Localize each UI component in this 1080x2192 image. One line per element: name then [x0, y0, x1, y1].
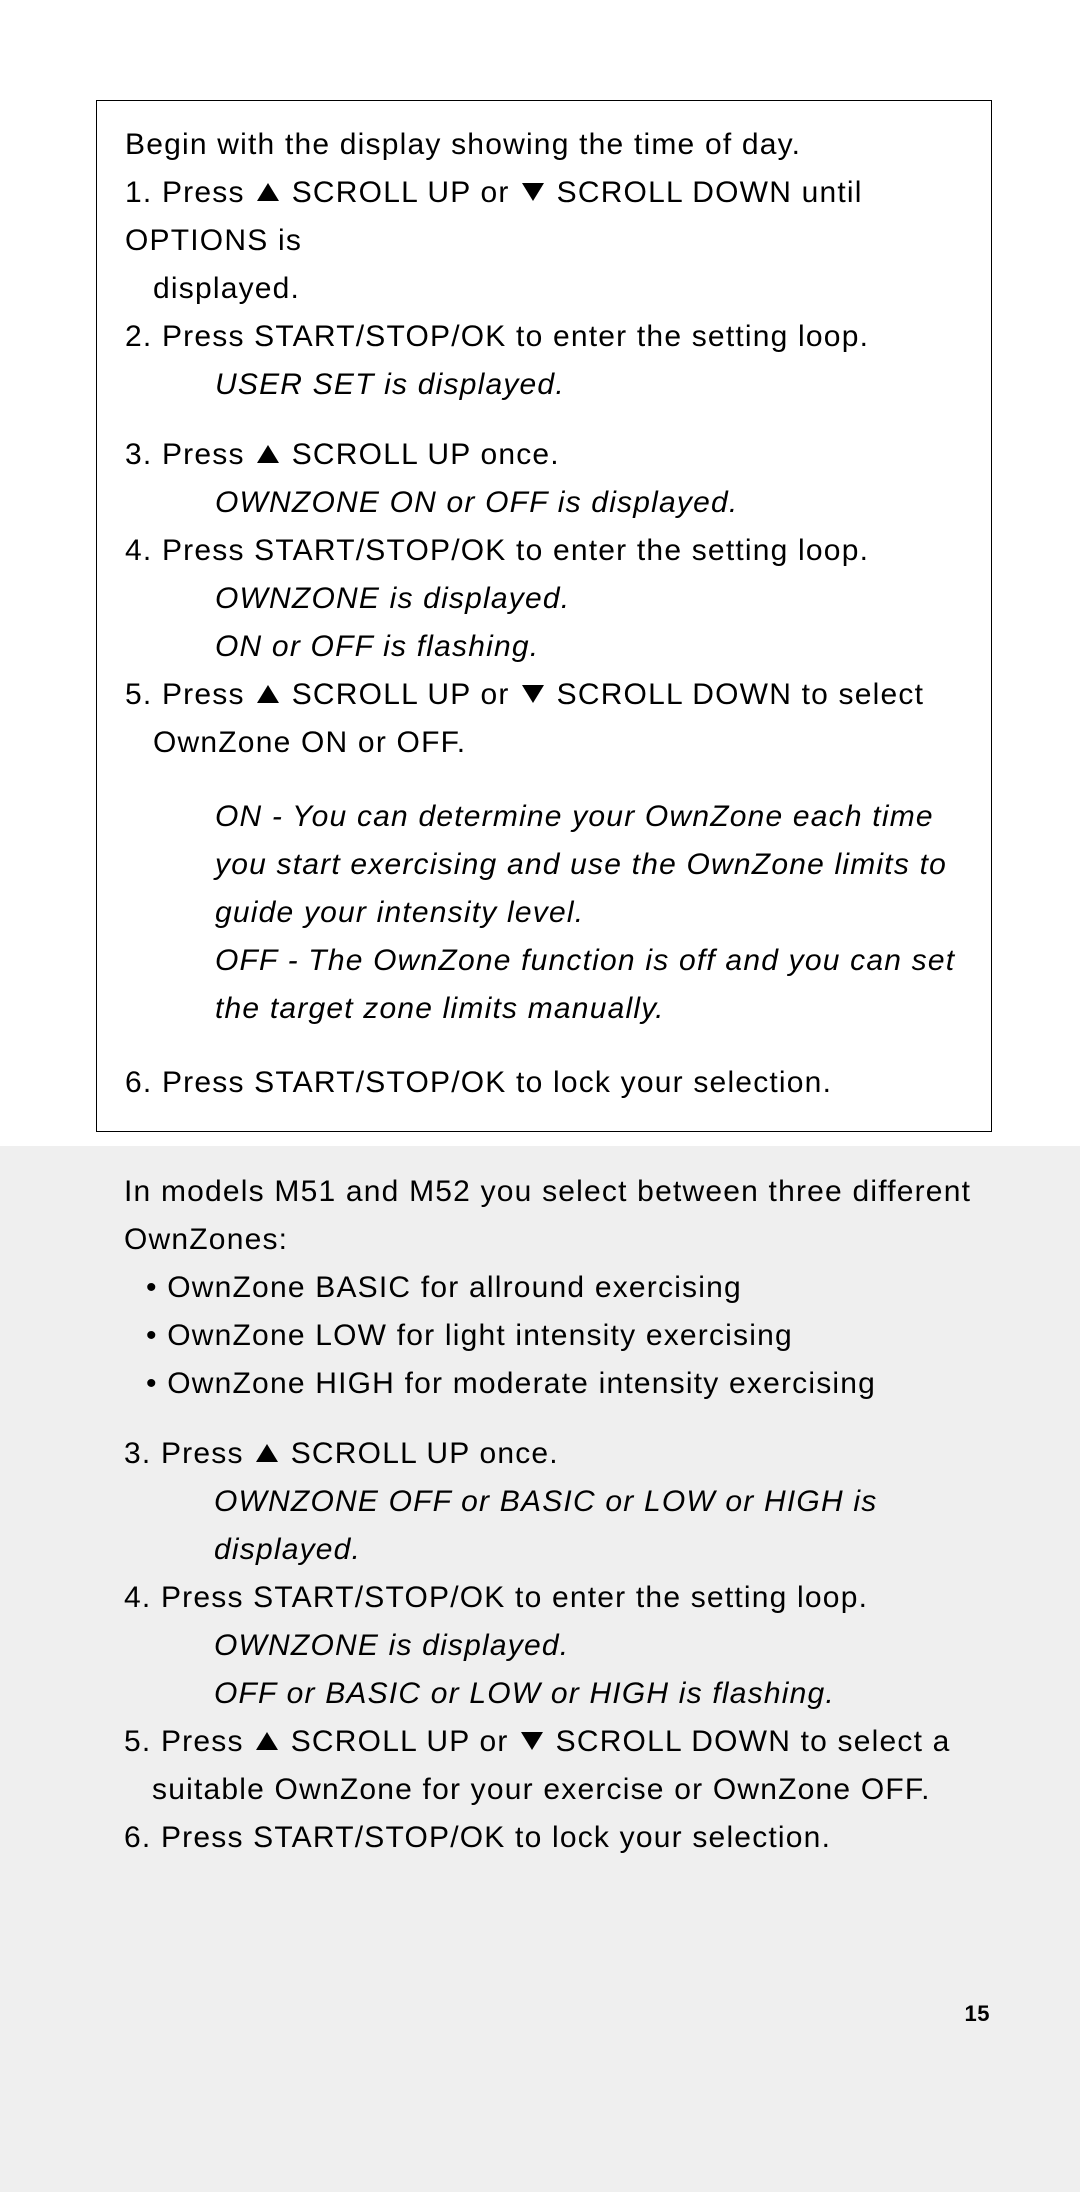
gray-step5-a: 5. Press [124, 1725, 253, 1758]
bullet-1: OwnZone BASIC for allround exercising [146, 1264, 994, 1312]
gray-section: In models M51 and M52 you select between… [0, 1146, 1080, 2192]
spacer [124, 1408, 994, 1430]
triangle-down-icon [522, 183, 544, 201]
off-desc: OFF - The OwnZone function is off and yo… [215, 937, 963, 1033]
gray-step4-res1: OWNZONE is displayed. [124, 1622, 994, 1670]
gray-step3-res1: OWNZONE OFF or BASIC or LOW or HIGH is [124, 1478, 994, 1526]
step5-cont: OwnZone ON or OFF. [125, 719, 963, 767]
step-5: 5. Press SCROLL UP or SCROLL DOWN to sel… [125, 671, 963, 719]
triangle-up-icon [257, 183, 279, 201]
step-1: 1. Press SCROLL UP or SCROLL DOWN until … [125, 169, 963, 265]
step2-result: USER SET is displayed. [125, 361, 963, 409]
step5-text-b: SCROLL UP or [282, 678, 519, 711]
triangle-down-icon [521, 1732, 543, 1750]
bullet-list: OwnZone BASIC for allround exercising Ow… [124, 1264, 994, 1408]
on-desc: ON - You can determine your OwnZone each… [215, 793, 963, 937]
on-off-description: ON - You can determine your OwnZone each… [125, 793, 963, 1033]
gray-step4-res2: OFF or BASIC or LOW or HIGH is flashing. [124, 1670, 994, 1718]
bullet-2: OwnZone LOW for light intensity exercisi… [146, 1312, 994, 1360]
step4-result-2: ON or OFF is flashing. [125, 623, 963, 671]
triangle-up-icon [256, 1444, 278, 1462]
step3-result: OWNZONE ON or OFF is displayed. [125, 479, 963, 527]
intro-text: Begin with the display showing the time … [125, 121, 963, 169]
gray-intro: In models M51 and M52 you select between… [124, 1168, 994, 1264]
step-2: 2. Press START/STOP/OK to enter the sett… [125, 313, 963, 361]
page-number: 15 [965, 2001, 990, 2027]
step3-text-b: SCROLL UP once. [282, 438, 560, 471]
gray-step3-res2: displayed. [124, 1526, 994, 1574]
bullet-3: OwnZone HIGH for moderate intensity exer… [146, 1360, 994, 1408]
step1-text-a: 1. Press [125, 176, 254, 209]
step-6: 6. Press START/STOP/OK to lock your sele… [125, 1059, 963, 1107]
step1-cont: displayed. [125, 265, 963, 313]
step-4: 4. Press START/STOP/OK to enter the sett… [125, 527, 963, 575]
gray-step5-c: SCROLL DOWN to select a [546, 1725, 950, 1758]
step-3: 3. Press SCROLL UP once. [125, 431, 963, 479]
triangle-up-icon [257, 685, 279, 703]
step4-result-1: OWNZONE is displayed. [125, 575, 963, 623]
step5-text-a: 5. Press [125, 678, 254, 711]
gray-step3-a: 3. Press [124, 1437, 253, 1470]
instruction-box: Begin with the display showing the time … [96, 100, 992, 1132]
gray-step-6: 6. Press START/STOP/OK to lock your sele… [124, 1814, 994, 1862]
gray-step-5: 5. Press SCROLL UP or SCROLL DOWN to sel… [124, 1718, 994, 1766]
gray-step-4: 4. Press START/STOP/OK to enter the sett… [124, 1574, 994, 1622]
spacer [125, 409, 963, 431]
step3-text-a: 3. Press [125, 438, 254, 471]
page: Begin with the display showing the time … [0, 0, 1080, 2097]
step5-text-c: SCROLL DOWN to select [547, 678, 924, 711]
gray-step-3: 3. Press SCROLL UP once. [124, 1430, 994, 1478]
gray-step3-b: SCROLL UP once. [281, 1437, 559, 1470]
triangle-down-icon [522, 685, 544, 703]
gray-step5-b: SCROLL UP or [281, 1725, 518, 1758]
step1-text-b: SCROLL UP or [282, 176, 519, 209]
triangle-up-icon [257, 445, 279, 463]
gray-step5-cont: suitable OwnZone for your exercise or Ow… [124, 1766, 994, 1814]
triangle-up-icon [256, 1732, 278, 1750]
